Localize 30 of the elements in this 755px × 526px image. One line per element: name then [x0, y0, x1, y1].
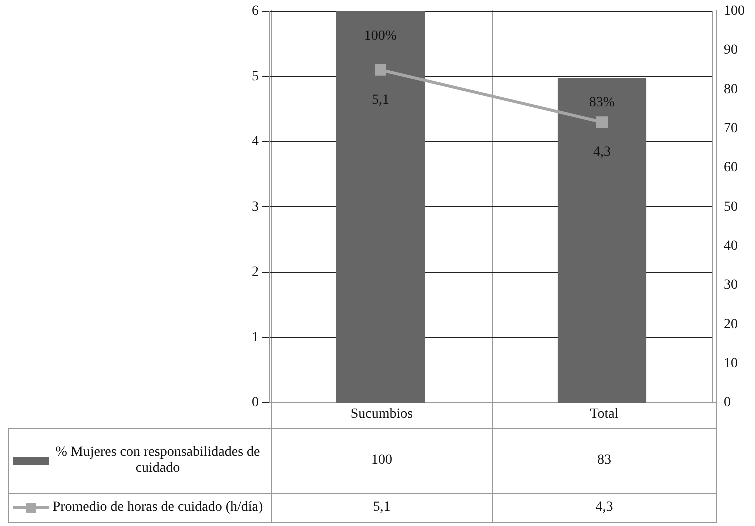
- legend-label: % Mujeres con responsabilidades de cuidado: [54, 445, 262, 477]
- y2-tick-label: 80: [724, 82, 738, 98]
- y-tick-label: 0: [252, 396, 259, 411]
- y2-tick-label: 70: [724, 122, 738, 137]
- y2-tick-label: 40: [724, 239, 738, 254]
- y-tick-label: 5: [252, 69, 259, 84]
- y2-tick-label: 0: [724, 396, 731, 411]
- text: 100: [272, 428, 492, 494]
- y-tick-label: 1: [252, 330, 259, 346]
- x-tick-label: Total: [492, 402, 716, 428]
- y2-tick-label: 10: [724, 356, 738, 372]
- y2-tick-label: 20: [724, 317, 738, 332]
- y-tick-label: 2: [252, 265, 259, 280]
- text: 5,1: [272, 494, 492, 522]
- y2-tick-label: 60: [724, 160, 738, 176]
- data-label: 83%: [589, 96, 616, 111]
- y-tick-label: 4: [252, 134, 259, 150]
- data-label: 5,1: [372, 92, 390, 108]
- text: 83: [492, 428, 716, 494]
- y-tick-label: 6: [252, 4, 259, 20]
- text: 4,3: [492, 494, 716, 522]
- x-tick-label: Sucumbios: [272, 402, 492, 428]
- y2-tick-label: 90: [724, 43, 738, 58]
- legend-label: Promedio de horas de cuidado (h/día): [52, 500, 264, 516]
- y2-tick-label: 50: [724, 200, 738, 215]
- data-label: 100%: [364, 29, 398, 44]
- y-tick-label: 3: [252, 200, 259, 215]
- y2-tick-label: 30: [724, 278, 738, 294]
- y2-tick-label: 100: [724, 4, 745, 20]
- data-label: 4,3: [594, 145, 611, 160]
